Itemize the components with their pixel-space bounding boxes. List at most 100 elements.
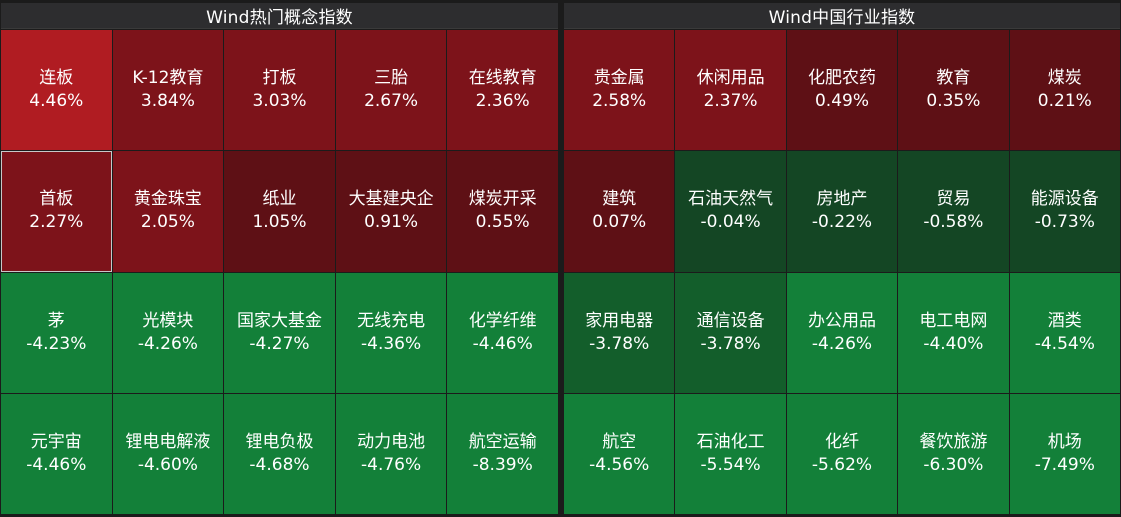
index-tile-name: 三胎	[374, 68, 409, 89]
index-tile[interactable]: 化学纤维 -4.46%	[447, 272, 558, 393]
index-tile[interactable]: 煤炭开采 0.55%	[447, 151, 558, 272]
index-tile[interactable]: 餐饮旅游 -6.30%	[898, 393, 1009, 514]
index-tile-name: 锂电电解液	[125, 431, 211, 452]
industry-index-panel: Wind中国行业指数 贵金属 2.58% 休闲用品 2.37% 化肥农药 0.49% 教育 0…	[564, 3, 1120, 514]
index-tile-name: 国家大基金	[236, 310, 322, 331]
index-tile-name: K-12教育	[132, 68, 204, 89]
index-tile[interactable]: K-12教育 3.84%	[112, 30, 224, 151]
index-tile[interactable]: 元宇宙 -4.46%	[1, 393, 112, 514]
index-tile-change: -8.39%	[472, 454, 533, 475]
index-tile[interactable]: 光模块 -4.26%	[112, 272, 224, 393]
concept-index-title: Wind热门概念指数	[1, 3, 558, 29]
index-tile-name: 动力电池	[357, 431, 426, 452]
index-tile-name: 机场	[1047, 431, 1082, 452]
index-tile-change: 4.46%	[29, 91, 84, 112]
index-tile-name: 元宇宙	[30, 431, 82, 452]
index-tile[interactable]: 首板 2.27%	[1, 151, 112, 272]
index-tile[interactable]: 动力电池 -4.76%	[335, 393, 447, 514]
index-tile[interactable]: 无线充电 -4.36%	[335, 272, 447, 393]
index-tile-name: 锂电负极	[245, 431, 314, 452]
index-tile-change: 0.91%	[364, 212, 419, 233]
index-tile-name: 煤炭开采	[468, 189, 537, 210]
index-tile-name: 航空	[602, 431, 637, 452]
index-tile-change: -4.27%	[249, 333, 310, 354]
index-tile-change: -3.78%	[589, 333, 650, 354]
index-tile-name: 酒类	[1047, 310, 1082, 331]
index-tile-change: -4.60%	[137, 454, 198, 475]
index-tile-name: 石油天然气	[688, 189, 774, 210]
index-tile-change: -5.54%	[700, 454, 761, 475]
index-tile[interactable]: 房地产 -0.22%	[786, 151, 898, 272]
index-tile-name: 石油化工	[696, 431, 765, 452]
index-tile-name: 首板	[39, 189, 74, 210]
index-tile-name: 贵金属	[593, 68, 645, 89]
index-tile[interactable]: 连板 4.46%	[1, 30, 112, 151]
index-tile-name: 黄金珠宝	[133, 189, 202, 210]
index-tile-change: -4.46%	[472, 333, 533, 354]
index-tile[interactable]: 能源设备 -0.73%	[1009, 151, 1120, 272]
index-tile-name: 大基建央企	[348, 189, 434, 210]
index-tile[interactable]: 家用电器 -3.78%	[564, 272, 675, 393]
index-tile-change: 3.84%	[140, 91, 195, 112]
index-tile-name: 办公用品	[807, 310, 876, 331]
index-tile-name: 建筑	[602, 189, 637, 210]
index-tile-name: 教育	[936, 68, 971, 89]
index-tile[interactable]: 通信设备 -3.78%	[675, 272, 786, 393]
index-tile-change: 0.35%	[926, 91, 981, 112]
index-tile[interactable]: 休闲用品 2.37%	[675, 30, 786, 151]
index-tile[interactable]: 办公用品 -4.26%	[786, 272, 898, 393]
index-tile-name: 化纤	[824, 431, 859, 452]
index-tile[interactable]: 贵金属 2.58%	[564, 30, 675, 151]
index-tile-name: 餐饮旅游	[919, 431, 988, 452]
index-tile-change: -0.04%	[700, 212, 761, 233]
index-tile-name: 纸业	[262, 189, 297, 210]
index-tile-name: 通信设备	[696, 310, 765, 331]
index-tile-change: 0.07%	[592, 212, 647, 233]
index-tile[interactable]: 化肥农药 0.49%	[786, 30, 898, 151]
index-tile-change: 0.49%	[814, 91, 869, 112]
index-tile-name: 打板	[262, 68, 297, 89]
index-tile-name: 无线充电	[357, 310, 426, 331]
index-tile-change: 2.27%	[29, 212, 84, 233]
index-tile-change: 0.55%	[475, 212, 530, 233]
concept-index-grid: 连板 4.46% K-12教育 3.84% 打板 3.03% 三胎 2.67% 在线教育 2.36…	[1, 30, 558, 514]
index-tile-change: -3.78%	[700, 333, 761, 354]
index-tile-name: 化肥农药	[807, 68, 876, 89]
index-tile[interactable]: 化纤 -5.62%	[786, 393, 898, 514]
index-tile-change: -6.30%	[923, 454, 984, 475]
index-tile[interactable]: 航空 -4.56%	[564, 393, 675, 514]
index-tile[interactable]: 打板 3.03%	[224, 30, 335, 151]
index-tile[interactable]: 教育 0.35%	[898, 30, 1009, 151]
index-tile[interactable]: 三胎 2.67%	[335, 30, 447, 151]
index-tile[interactable]: 纸业 1.05%	[224, 151, 335, 272]
index-tile[interactable]: 航空运输 -8.39%	[447, 393, 558, 514]
index-tile-name: 休闲用品	[696, 68, 765, 89]
index-tile[interactable]: 电工电网 -4.40%	[898, 272, 1009, 393]
index-tile[interactable]: 贸易 -0.58%	[898, 151, 1009, 272]
index-tile[interactable]: 锂电负极 -4.68%	[224, 393, 335, 514]
index-tile-name: 家用电器	[585, 310, 654, 331]
index-tile-name: 贸易	[936, 189, 971, 210]
index-tile-change: -4.54%	[1034, 333, 1095, 354]
index-tile[interactable]: 酒类 -4.54%	[1009, 272, 1120, 393]
index-tile-change: 1.05%	[252, 212, 307, 233]
index-tile-change: -4.46%	[26, 454, 87, 475]
index-tile[interactable]: 机场 -7.49%	[1009, 393, 1120, 514]
index-tile[interactable]: 锂电电解液 -4.60%	[112, 393, 224, 514]
index-tile[interactable]: 大基建央企 0.91%	[335, 151, 447, 272]
index-tile-name: 房地产	[816, 189, 868, 210]
index-tile[interactable]: 在线教育 2.36%	[447, 30, 558, 151]
index-tile-change: 2.58%	[592, 91, 647, 112]
industry-index-title: Wind中国行业指数	[564, 3, 1120, 29]
index-tile-change: -4.56%	[589, 454, 650, 475]
index-tile[interactable]: 煤炭 0.21%	[1009, 30, 1120, 151]
index-tile[interactable]: 石油化工 -5.54%	[675, 393, 786, 514]
index-tile[interactable]: 国家大基金 -4.27%	[224, 272, 335, 393]
index-tile[interactable]: 黄金珠宝 2.05%	[112, 151, 224, 272]
index-tile[interactable]: 茅 -4.23%	[1, 272, 112, 393]
index-tile-change: 3.03%	[252, 91, 307, 112]
index-tile-name: 化学纤维	[468, 310, 537, 331]
index-tile[interactable]: 石油天然气 -0.04%	[675, 151, 786, 272]
index-tile-change: -7.49%	[1034, 454, 1095, 475]
index-tile[interactable]: 建筑 0.07%	[564, 151, 675, 272]
